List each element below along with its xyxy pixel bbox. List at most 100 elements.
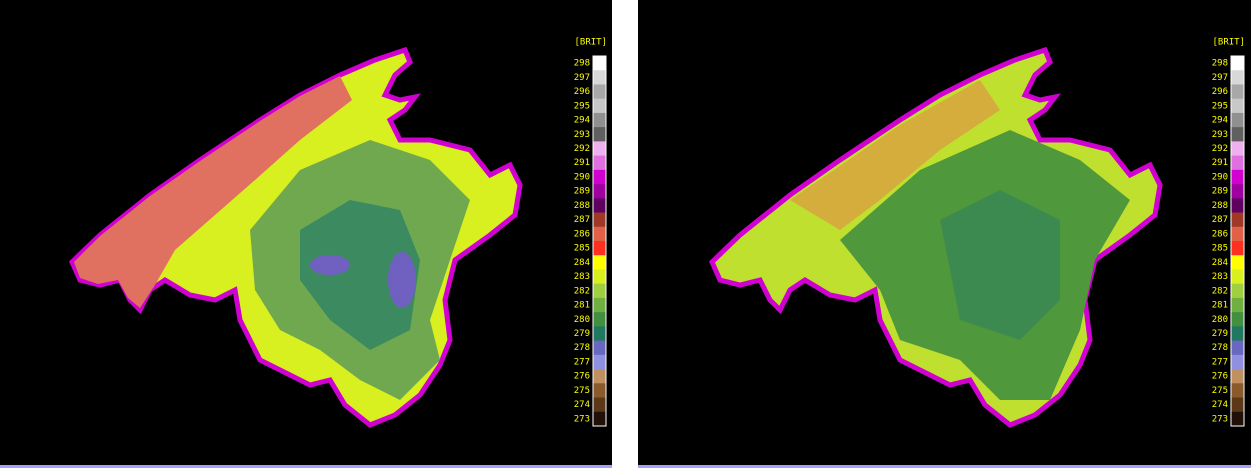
colorbar-label: 288 — [574, 201, 590, 211]
colorbar-label: 289 — [574, 187, 590, 197]
colorbar-label: 291 — [574, 158, 590, 168]
colorbar-label: 281 — [1212, 301, 1228, 311]
colorbar-label: 278 — [1212, 343, 1228, 353]
colorbar-label: 298 — [574, 59, 590, 69]
colorbar-label: 279 — [1212, 329, 1228, 339]
colorbar-label: 283 — [574, 272, 590, 282]
colorbar-swatch — [593, 284, 606, 299]
colorbar-swatch — [1231, 341, 1244, 356]
colorbar-swatch — [1231, 170, 1244, 185]
colorbar-swatch — [593, 269, 606, 284]
colorbar-title: [BRIT] — [574, 38, 607, 48]
colorbar-label: 282 — [574, 286, 590, 296]
colorbar-swatch — [593, 298, 606, 313]
page: {"panels": [ {"colorbar": {"title": "[BR… — [0, 0, 1251, 470]
panel-left — [0, 0, 612, 465]
colorbar-label: 293 — [574, 130, 590, 140]
colorbar-swatch — [1231, 156, 1244, 171]
colorbar-swatch — [1231, 56, 1244, 71]
colorbar-swatch — [1231, 398, 1244, 413]
colorbar-swatch — [1231, 84, 1244, 99]
colorbar-title: [BRIT] — [1212, 38, 1245, 48]
colorbar-label: 275 — [574, 386, 590, 396]
colorbar-label: 292 — [574, 144, 590, 154]
colorbar-label: 286 — [1212, 229, 1228, 239]
colorbar-swatch — [1231, 99, 1244, 114]
colorbar-swatch — [593, 127, 606, 142]
colorbar-label: 273 — [1212, 414, 1228, 424]
colorbar-swatch — [593, 398, 606, 413]
colorbar-label: 287 — [1212, 215, 1228, 225]
colorbar-label: 291 — [1212, 158, 1228, 168]
colorbar-swatch — [593, 56, 606, 71]
colorbar-label: 295 — [1212, 101, 1228, 111]
colorbar-swatch — [1231, 113, 1244, 128]
panel-right — [638, 0, 1251, 465]
colorbar-swatch — [1231, 326, 1244, 341]
colorbar-label: 277 — [1212, 357, 1228, 367]
colorbar-swatch — [1231, 312, 1244, 327]
colorbar-swatch — [593, 241, 606, 256]
colorbar-label: 273 — [574, 414, 590, 424]
colorbar-swatch — [593, 99, 606, 114]
colorbar-swatch — [1231, 369, 1244, 384]
colorbar-swatch — [593, 412, 606, 427]
colorbar-label: 282 — [1212, 286, 1228, 296]
colorbar-swatch — [593, 369, 606, 384]
colorbar-label: 298 — [1212, 59, 1228, 69]
colorbar-swatch — [1231, 241, 1244, 256]
colorbar-swatch — [593, 255, 606, 270]
colorbar-swatch — [593, 70, 606, 85]
colorbar-label: 276 — [574, 372, 590, 382]
colorbar-label: 287 — [574, 215, 590, 225]
colorbar-label: 285 — [574, 244, 590, 254]
colorbar-swatch — [1231, 284, 1244, 299]
colorbar-label: 278 — [574, 343, 590, 353]
colorbar-swatch — [593, 84, 606, 99]
colorbar-swatch — [1231, 70, 1244, 85]
colorbar-label: 294 — [574, 116, 590, 126]
colorbar-label: 292 — [1212, 144, 1228, 154]
colorbar-label: 274 — [574, 400, 590, 410]
colorbar-swatch — [593, 326, 606, 341]
colorbar-swatch — [1231, 355, 1244, 370]
colorbar-swatch — [593, 156, 606, 171]
colorbar-label: 277 — [574, 357, 590, 367]
colorbar-label: 296 — [1212, 87, 1228, 97]
colorbar-swatch — [1231, 255, 1244, 270]
colorbar-label: 284 — [574, 258, 590, 268]
colorbar-swatch — [593, 141, 606, 156]
colorbar-label: 280 — [1212, 315, 1228, 325]
colorbar-swatch — [593, 213, 606, 228]
colorbar-label: 276 — [1212, 372, 1228, 382]
colorbar-swatch — [1231, 198, 1244, 213]
colorbar-swatch — [1231, 127, 1244, 142]
colorbar-label: 297 — [574, 73, 590, 83]
colorbar-label: 297 — [1212, 73, 1228, 83]
colorbar-swatch — [1231, 184, 1244, 199]
colorbar-label: 286 — [574, 229, 590, 239]
bottom-edge — [0, 465, 612, 468]
colorbar-swatch — [1231, 298, 1244, 313]
colorbar-label: 279 — [574, 329, 590, 339]
colorbar-swatch — [593, 341, 606, 356]
map-view: [BRIT] 298 297 296 295 294 293 292 291 290 289 288 2… — [0, 0, 1251, 470]
colorbar-swatch — [593, 113, 606, 128]
colorbar-swatch — [593, 227, 606, 242]
colorbar-label: 283 — [1212, 272, 1228, 282]
colorbar-label: 274 — [1212, 400, 1228, 410]
colorbar-label: 290 — [1212, 172, 1228, 182]
colorbar-label: 290 — [574, 172, 590, 182]
colorbar-swatch — [593, 184, 606, 199]
colorbar-label: 275 — [1212, 386, 1228, 396]
colorbar-swatch — [593, 198, 606, 213]
colorbar-swatch — [1231, 141, 1244, 156]
colorbar-label: 293 — [1212, 130, 1228, 140]
coldest-zone — [388, 252, 416, 308]
colorbar-swatch — [1231, 383, 1244, 398]
coldest-zone — [310, 255, 350, 275]
colorbar-swatch — [1231, 412, 1244, 427]
colorbar-label: 296 — [574, 87, 590, 97]
colorbar-label: 285 — [1212, 244, 1228, 254]
colorbar-swatch — [593, 383, 606, 398]
